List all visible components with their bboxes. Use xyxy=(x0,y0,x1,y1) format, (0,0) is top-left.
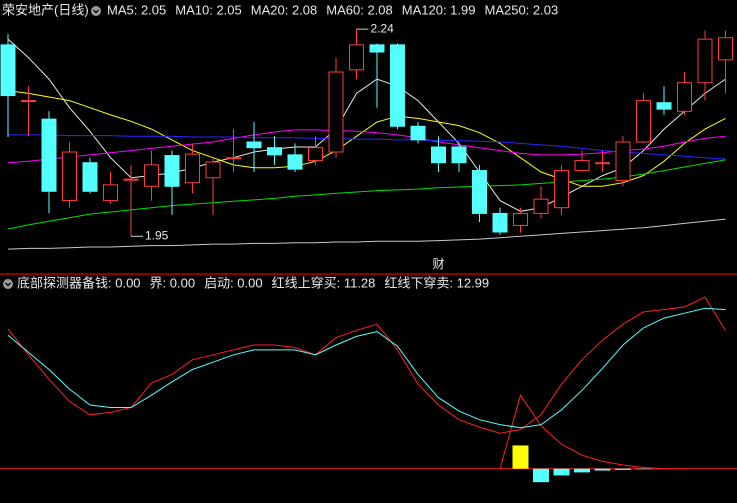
bar xyxy=(635,468,652,470)
legend-item: 红线下穿卖: 12.99 xyxy=(384,275,489,290)
event-marker: 财 xyxy=(432,257,444,271)
candle-body xyxy=(308,147,323,162)
annotation: 1.95 xyxy=(145,228,169,242)
legend-item: MA10: 2.05 xyxy=(175,2,242,17)
candle-body xyxy=(267,147,282,156)
candle-body xyxy=(697,38,713,84)
candle-body xyxy=(677,82,692,112)
candle-body xyxy=(164,155,180,187)
legend-item: 备钱: 0.00 xyxy=(82,275,141,290)
bar xyxy=(512,445,529,469)
menu-icon[interactable] xyxy=(91,6,101,16)
menu-icon-arrow xyxy=(5,282,11,287)
menu-icon-arrow xyxy=(93,9,99,14)
bar xyxy=(574,468,590,473)
chart-title: 荣安地产(日线) xyxy=(2,2,89,17)
candle-body xyxy=(349,44,364,71)
ma-line xyxy=(7,38,726,212)
legend-item: MA20: 2.08 xyxy=(251,2,318,17)
legend-item: 界: 0.00 xyxy=(150,275,196,290)
ma-line xyxy=(7,129,726,164)
bar xyxy=(553,468,570,476)
candle-body xyxy=(513,212,528,227)
candle-body xyxy=(472,170,487,214)
legend-item: MA250: 2.03 xyxy=(484,2,558,17)
legend-item: MA60: 2.08 xyxy=(326,2,393,17)
candle-body xyxy=(718,37,733,61)
candle-body xyxy=(185,153,200,184)
annotation: 2.24 xyxy=(371,21,395,35)
candle-body xyxy=(82,162,98,192)
candle-body xyxy=(205,161,221,179)
candle-body xyxy=(369,44,385,53)
candle-body xyxy=(595,162,610,165)
indicator-line xyxy=(7,296,726,434)
ma-line xyxy=(7,90,726,187)
indicator-line xyxy=(7,307,726,429)
candle-body xyxy=(410,125,426,141)
candle-body xyxy=(574,160,590,172)
candle-body xyxy=(226,157,241,160)
candle-body xyxy=(492,212,508,233)
legend-item: MA5: 2.05 xyxy=(107,2,166,17)
menu-icon[interactable] xyxy=(3,279,13,289)
candle-body xyxy=(41,118,57,192)
candle-body xyxy=(287,154,303,170)
candle-body xyxy=(103,184,118,202)
ma-line xyxy=(7,218,726,250)
candle-body xyxy=(451,146,467,164)
legend-item: MA120: 1.99 xyxy=(402,2,476,17)
legend-item: 红线上穿买: 11.28 xyxy=(272,275,376,290)
candle-body xyxy=(62,151,77,202)
candle-body xyxy=(144,164,159,187)
candle-body xyxy=(390,44,405,127)
bar xyxy=(615,468,631,470)
candle-body xyxy=(554,170,569,209)
bar xyxy=(533,468,549,483)
ma-line xyxy=(8,134,726,160)
chart-title: 底部探测器 xyxy=(17,275,82,290)
candle-body xyxy=(0,44,16,97)
candle-body xyxy=(431,146,446,164)
candle-body xyxy=(21,100,36,103)
candle-body xyxy=(328,71,344,153)
candle-body xyxy=(656,102,672,110)
candle-body xyxy=(636,100,651,143)
candle-body xyxy=(615,141,631,182)
candle-body xyxy=(246,141,262,149)
indicator-line xyxy=(499,394,685,470)
legend-item: 启动: 0.00 xyxy=(204,275,263,290)
candle-body xyxy=(533,198,549,214)
candle-body xyxy=(123,178,139,181)
ma-line xyxy=(7,159,726,230)
bar xyxy=(594,468,611,471)
